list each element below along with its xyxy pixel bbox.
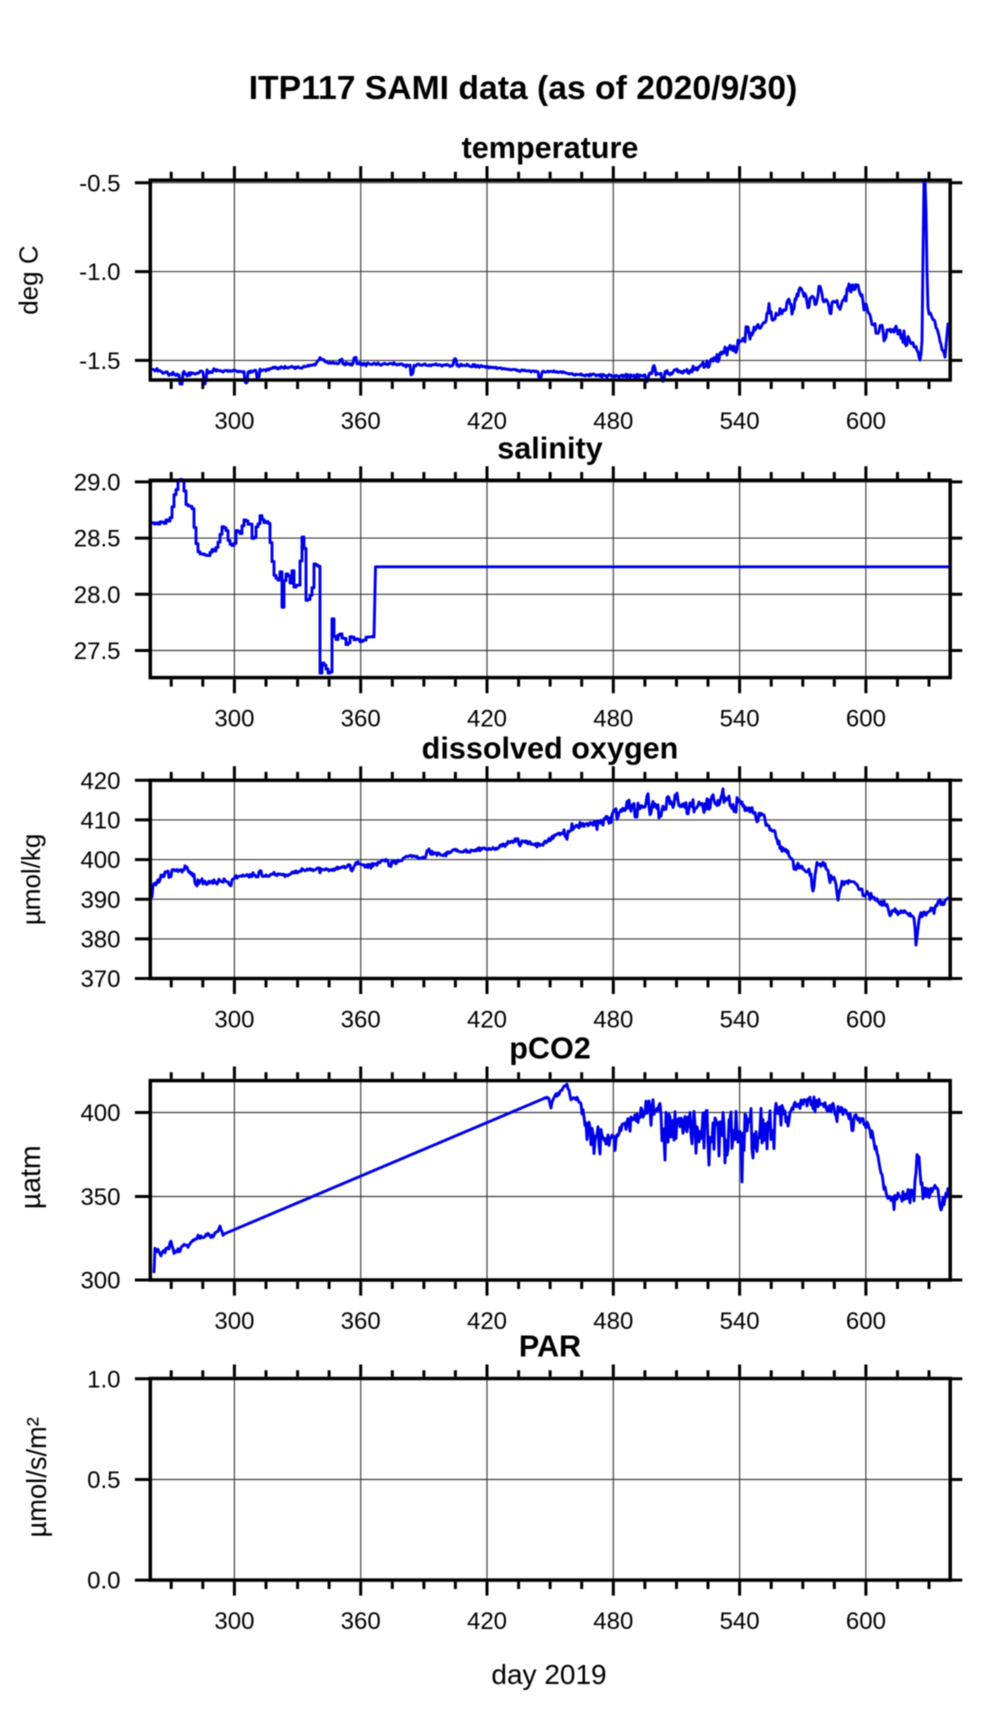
svg-text:400: 400: [80, 1100, 120, 1127]
svg-text:480: 480: [593, 1308, 633, 1335]
svg-text:300: 300: [214, 1007, 254, 1034]
svg-text:-1.5: -1.5: [79, 348, 120, 375]
svg-text:PAR: PAR: [519, 1330, 581, 1364]
svg-text:380: 380: [80, 927, 120, 954]
svg-text:pCO2: pCO2: [509, 1032, 591, 1066]
svg-text:540: 540: [720, 1308, 760, 1335]
svg-text:600: 600: [846, 1308, 886, 1335]
svg-text:300: 300: [214, 1308, 254, 1335]
svg-text:480: 480: [593, 408, 633, 435]
svg-text:480: 480: [593, 1608, 633, 1635]
svg-text:360: 360: [341, 706, 381, 733]
svg-text:390: 390: [80, 887, 120, 914]
svg-text:300: 300: [214, 408, 254, 435]
svg-text:410: 410: [80, 808, 120, 835]
svg-text:µmol/s/m²: µmol/s/m²: [21, 1417, 52, 1537]
svg-text:420: 420: [467, 408, 507, 435]
svg-text:420: 420: [467, 1608, 507, 1635]
svg-text:28.5: 28.5: [74, 526, 121, 553]
svg-text:400: 400: [80, 847, 120, 874]
svg-text:salinity: salinity: [497, 431, 602, 465]
svg-text:-1.0: -1.0: [79, 259, 120, 286]
svg-text:480: 480: [593, 1007, 633, 1034]
svg-text:540: 540: [720, 1007, 760, 1034]
svg-text:temperature: temperature: [462, 131, 639, 165]
svg-text:360: 360: [341, 408, 381, 435]
svg-text:600: 600: [846, 1608, 886, 1635]
svg-text:300: 300: [214, 1608, 254, 1635]
svg-text:0.5: 0.5: [87, 1467, 120, 1494]
svg-text:27.5: 27.5: [74, 638, 121, 665]
svg-text:420: 420: [467, 1308, 507, 1335]
svg-text:540: 540: [720, 1608, 760, 1635]
svg-text:deg C: deg C: [14, 245, 44, 314]
svg-text:600: 600: [846, 1007, 886, 1034]
svg-text:370: 370: [80, 966, 120, 993]
svg-text:600: 600: [846, 706, 886, 733]
svg-text:600: 600: [846, 408, 886, 435]
svg-text:540: 540: [720, 408, 760, 435]
svg-text:µmol/kg: µmol/kg: [16, 834, 46, 926]
svg-text:360: 360: [341, 1608, 381, 1635]
svg-text:480: 480: [593, 706, 633, 733]
svg-text:300: 300: [214, 706, 254, 733]
svg-text:dissolved oxygen: dissolved oxygen: [422, 731, 679, 765]
svg-text:-0.5: -0.5: [79, 170, 120, 197]
svg-text:420: 420: [467, 1007, 507, 1034]
svg-text:420: 420: [467, 706, 507, 733]
svg-text:28.0: 28.0: [74, 582, 121, 609]
svg-text:350: 350: [80, 1184, 120, 1211]
svg-text:µatm: µatm: [15, 1145, 47, 1209]
svg-text:1.0: 1.0: [87, 1366, 120, 1393]
svg-text:29.0: 29.0: [74, 470, 121, 497]
svg-text:ITP117 SAMI data (as of 2020/9: ITP117 SAMI data (as of 2020/9/30): [249, 69, 798, 107]
svg-text:360: 360: [341, 1308, 381, 1335]
svg-text:day 2019: day 2019: [491, 1659, 606, 1690]
svg-text:0.0: 0.0: [87, 1568, 120, 1595]
svg-text:540: 540: [720, 706, 760, 733]
svg-text:300: 300: [80, 1268, 120, 1295]
svg-text:360: 360: [341, 1007, 381, 1034]
svg-text:420: 420: [80, 768, 120, 795]
